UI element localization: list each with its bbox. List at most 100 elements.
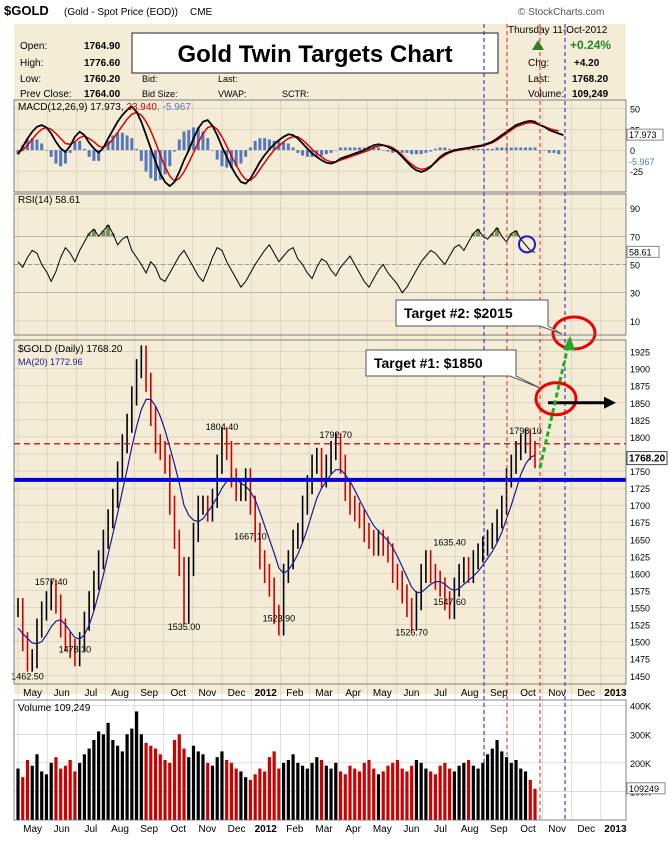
- macd-histogram-bar: [149, 150, 153, 179]
- volume-bar: [438, 765, 442, 820]
- volume-bar: [97, 731, 101, 820]
- x-tick-label: Feb: [286, 688, 304, 699]
- volume-bar: [376, 774, 381, 820]
- volume-bar: [116, 745, 120, 820]
- macd-histogram-bar: [40, 143, 44, 151]
- macd-histogram-bar: [63, 150, 67, 164]
- volume-bar: [490, 748, 494, 820]
- volume-bar: [357, 771, 362, 820]
- volume-bar: [49, 762, 53, 820]
- target1-ring: [534, 381, 578, 417]
- volume-bar: [329, 768, 333, 820]
- price-y-tick: 1575: [630, 586, 650, 596]
- x-tick-label-bottom: Aug: [111, 824, 129, 835]
- macd-histogram-bar: [106, 140, 110, 151]
- volume-bar: [130, 728, 134, 820]
- macd-histogram-bar: [391, 150, 395, 153]
- x-tick-label-bottom: May: [23, 824, 42, 835]
- macd-histogram-bar: [320, 150, 324, 156]
- x-tick-label: Oct: [171, 688, 187, 699]
- volume-legend: Volume 109,249: [18, 703, 91, 714]
- price-data-label: 1804.40: [206, 422, 239, 432]
- x-tick-label: Nov: [548, 688, 566, 699]
- macd-histogram-bar: [547, 150, 551, 153]
- macd-last-box: [626, 128, 664, 141]
- macd-histogram-bar: [324, 150, 328, 155]
- bid-label: Bid:: [142, 74, 158, 84]
- rsi-y-tick: 10: [630, 317, 640, 327]
- volume-bar: [533, 788, 537, 820]
- macd-histogram-bar: [116, 132, 120, 151]
- x-tick-label-bottom: Aug: [461, 824, 479, 835]
- macd-histogram-bar: [78, 140, 82, 151]
- macd-histogram-bar: [239, 150, 243, 164]
- rsi-line: [17, 224, 536, 294]
- price-data-label: 1577.40: [35, 577, 68, 587]
- macd-legend-part-2: 23.940: [126, 102, 157, 113]
- volume-bar: [300, 765, 305, 820]
- price-panel-border: [13, 339, 627, 685]
- title-box: [131, 32, 499, 74]
- x-tick-label-bottom: Feb: [286, 824, 304, 835]
- volume-bar: [466, 760, 471, 820]
- macd-histogram-bar: [448, 148, 452, 151]
- volume-bar: [40, 771, 44, 820]
- price-y-tick: 1475: [630, 655, 650, 665]
- volume-bar: [125, 734, 129, 820]
- ma20-line: [17, 398, 536, 645]
- volume-bar: [201, 754, 205, 820]
- macd-y-tick: 50: [630, 104, 640, 114]
- macd-histogram-bar: [177, 139, 181, 151]
- volume-bar: [424, 768, 428, 820]
- volume-y-tick: 400K: [630, 702, 651, 712]
- x-tick-label: 2013: [604, 688, 627, 699]
- volume-bar: [338, 771, 343, 820]
- macd-histogram-bar: [144, 150, 148, 172]
- macd-histogram-bar: [82, 148, 86, 151]
- change-value: +4.20: [574, 58, 600, 69]
- volume-bar: [381, 771, 385, 820]
- macd-histogram-bar: [154, 150, 158, 181]
- macd-histogram-bar: [476, 148, 480, 151]
- price-panel: [14, 24, 626, 694]
- macd-histogram-bar: [163, 150, 167, 175]
- volume-panel-border: [13, 699, 627, 821]
- macd-histogram-bar: [429, 150, 433, 152]
- macd-histogram-bar: [182, 131, 186, 151]
- macd-histogram-bar: [467, 148, 471, 151]
- volume-bar: [324, 765, 328, 820]
- volume-bar: [16, 768, 20, 820]
- price-last-box: [626, 451, 668, 466]
- rsi-overbought-fill: [490, 233, 495, 237]
- macd-histogram-bar: [438, 147, 442, 151]
- rsi-overbought-fill: [87, 233, 92, 237]
- macd-histogram-bar: [215, 150, 219, 160]
- macd-histogram-bar: [286, 143, 290, 151]
- macd-histogram-bar: [234, 150, 238, 167]
- volume-bar: [68, 760, 72, 820]
- macd-histogram-bar: [405, 150, 409, 153]
- x-tick-label: Sep: [140, 688, 158, 699]
- macd-y-tick: -25: [630, 167, 643, 177]
- volume-bar: [457, 765, 461, 820]
- volume-bar: [239, 771, 243, 820]
- macd-last-value: 17.973: [629, 130, 657, 140]
- volume-bar: [120, 751, 124, 820]
- volume-bar: [63, 765, 68, 820]
- macd-histogram-bar: [54, 150, 58, 164]
- rsi-overbought-fill: [471, 233, 476, 237]
- volume-bar: [206, 762, 210, 820]
- volume-bar: [282, 762, 286, 820]
- x-tick-label: Dec: [228, 688, 246, 699]
- volume-bar: [372, 768, 376, 820]
- change-label: Chg:: [528, 58, 549, 69]
- macd-histogram-bar: [296, 150, 300, 153]
- x-tick-label-bottom: 2013: [604, 824, 627, 835]
- volume-last-box: [626, 782, 666, 795]
- price-y-tick: 1750: [630, 467, 650, 477]
- macd-histogram-bar: [187, 130, 191, 151]
- macd-histogram-bar: [130, 138, 134, 151]
- volume-bar: [343, 774, 347, 820]
- macd-histogram-bar: [471, 148, 475, 151]
- quote-box: Open: 1764.90 High: 1776.60 Low: 1760.20…: [14, 24, 626, 100]
